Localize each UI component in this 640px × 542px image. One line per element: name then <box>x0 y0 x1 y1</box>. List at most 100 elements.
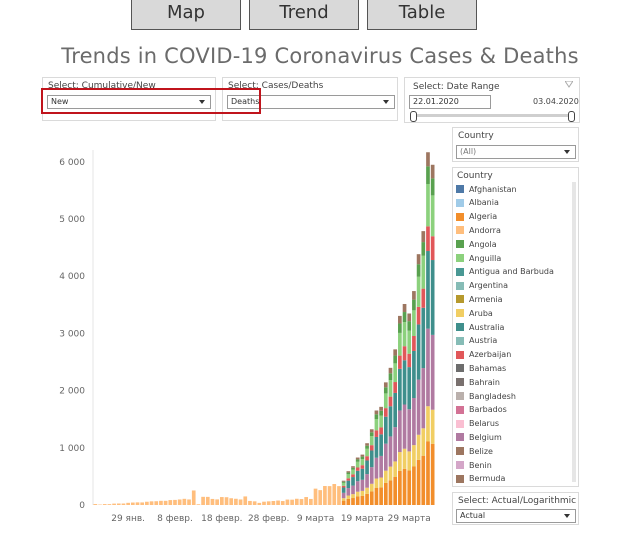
date-range-slider-end-handle[interactable] <box>568 111 575 122</box>
bar-segment[interactable] <box>398 355 402 369</box>
bar-segment[interactable] <box>355 459 360 462</box>
stacked-bar[interactable] <box>248 500 252 505</box>
bar-segment[interactable] <box>407 409 412 452</box>
bar-segment[interactable] <box>159 500 163 505</box>
bar-segment[interactable] <box>369 467 374 484</box>
bar-segment[interactable] <box>135 502 140 505</box>
stacked-bar[interactable] <box>168 500 173 505</box>
stacked-bar[interactable] <box>177 499 182 505</box>
bar-segment[interactable] <box>421 307 426 369</box>
stacked-bar[interactable] <box>318 490 323 505</box>
bar-segment[interactable] <box>360 490 365 496</box>
bar-segment[interactable] <box>388 373 393 381</box>
legend-item[interactable]: Australia <box>456 321 504 333</box>
bar-segment[interactable] <box>341 485 346 488</box>
start-date-input[interactable]: 22.01.2020 <box>409 95 491 109</box>
stacked-bar[interactable] <box>323 486 327 505</box>
bar-segment[interactable] <box>346 472 351 475</box>
bar-segment[interactable] <box>426 166 430 184</box>
bar-segment[interactable] <box>383 387 388 394</box>
bar-segment[interactable] <box>407 313 412 322</box>
bar-segment[interactable] <box>346 478 351 481</box>
bar-segment[interactable] <box>374 436 379 458</box>
bar-segment[interactable] <box>234 498 238 505</box>
legend-item[interactable]: Afghanistan <box>456 183 517 195</box>
bar-segment[interactable] <box>374 430 379 437</box>
bar-segment[interactable] <box>393 392 398 428</box>
bar-segment[interactable] <box>393 461 398 477</box>
bar-segment[interactable] <box>398 368 402 411</box>
bar-segment[interactable] <box>252 501 257 505</box>
bar-segment[interactable] <box>355 461 360 468</box>
bar-segment[interactable] <box>369 483 374 492</box>
bar-segment[interactable] <box>426 152 430 167</box>
stacked-bar[interactable] <box>196 504 201 505</box>
bar-segment[interactable] <box>318 490 323 505</box>
bar-segment[interactable] <box>285 499 290 505</box>
country-select[interactable]: (All) <box>456 145 576 159</box>
bar-segment[interactable] <box>187 499 191 505</box>
bar-segment[interactable] <box>351 469 355 475</box>
legend-item[interactable]: Anguilla <box>456 252 501 264</box>
stacked-bar[interactable] <box>355 457 360 505</box>
bar-segment[interactable] <box>346 480 351 489</box>
bar-segment[interactable] <box>393 382 398 393</box>
bar-segment[interactable] <box>402 303 407 313</box>
stacked-bar[interactable] <box>121 503 126 505</box>
legend-item[interactable]: Bahrain <box>456 376 500 388</box>
bar-segment[interactable] <box>393 476 398 505</box>
bar-segment[interactable] <box>351 485 355 495</box>
bar-segment[interactable] <box>346 498 351 505</box>
bar-segment[interactable] <box>173 499 177 505</box>
stacked-bar[interactable] <box>285 499 290 505</box>
stacked-bar[interactable] <box>341 480 346 505</box>
stacked-bar[interactable] <box>107 504 112 505</box>
bar-segment[interactable] <box>412 335 416 351</box>
legend-item[interactable]: Argentina <box>456 280 508 292</box>
bar-segment[interactable] <box>323 486 327 505</box>
bar-segment[interactable] <box>379 410 383 416</box>
bar-segment[interactable] <box>383 382 388 388</box>
stacked-bar[interactable] <box>271 500 276 505</box>
legend-item[interactable]: Albania <box>456 197 499 209</box>
bar-segment[interactable] <box>388 436 393 467</box>
bar-segment[interactable] <box>388 466 393 481</box>
bar-segment[interactable] <box>191 490 196 505</box>
stacked-bar[interactable] <box>130 502 135 505</box>
bar-segment[interactable] <box>360 479 365 491</box>
stacked-bar[interactable] <box>430 164 435 505</box>
cases-deaths-select[interactable]: Deaths <box>227 95 395 109</box>
bar-segment[interactable] <box>126 502 130 505</box>
legend-item[interactable]: Armenia <box>456 293 503 305</box>
bar-segment[interactable] <box>412 310 416 336</box>
bar-segment[interactable] <box>276 500 280 505</box>
bar-segment[interactable] <box>299 499 304 505</box>
stacked-bar[interactable] <box>383 382 388 505</box>
bar-segment[interactable] <box>383 470 388 483</box>
bar-segment[interactable] <box>416 459 421 505</box>
bar-segment[interactable] <box>421 231 426 243</box>
bar-segment[interactable] <box>430 178 435 196</box>
bar-segment[interactable] <box>351 498 355 505</box>
bar-segment[interactable] <box>355 491 360 497</box>
bar-segment[interactable] <box>219 497 224 505</box>
stacked-bar[interactable] <box>360 454 365 505</box>
bar-segment[interactable] <box>360 495 365 505</box>
bar-segment[interactable] <box>402 322 407 347</box>
bar-segment[interactable] <box>140 502 145 505</box>
stacked-bar[interactable] <box>379 406 383 505</box>
stacked-bar[interactable] <box>412 291 416 505</box>
bar-segment[interactable] <box>383 408 388 417</box>
bar-segment[interactable] <box>351 466 355 468</box>
cumulative-select[interactable]: New <box>47 95 211 109</box>
bar-segment[interactable] <box>388 396 393 407</box>
bar-segment[interactable] <box>383 416 388 444</box>
bar-segment[interactable] <box>304 497 309 505</box>
stacked-bar[interactable] <box>337 486 341 505</box>
bar-segment[interactable] <box>393 427 398 462</box>
bar-segment[interactable] <box>379 415 383 428</box>
stacked-bar[interactable] <box>327 486 332 505</box>
filter-icon[interactable] <box>565 81 573 88</box>
stacked-bar[interactable] <box>140 502 145 505</box>
bar-segment[interactable] <box>248 500 252 505</box>
